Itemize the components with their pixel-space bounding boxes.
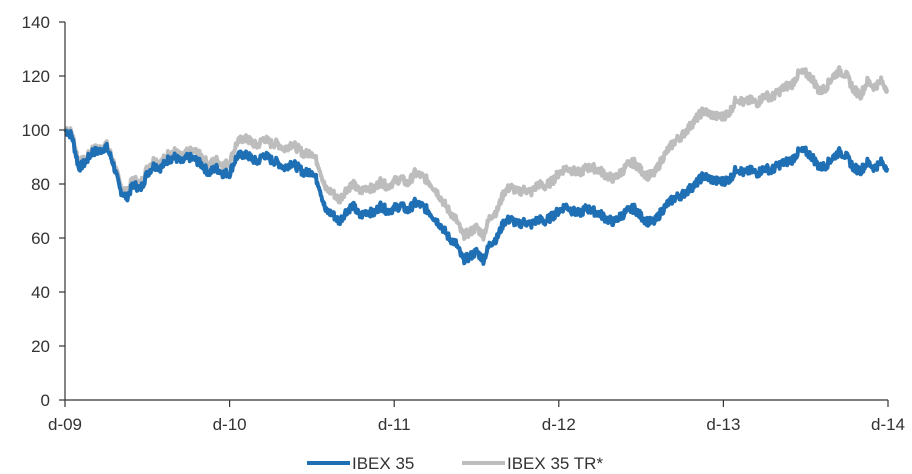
x-tick-label: d-09 [48, 415, 82, 434]
x-tick-label: d-13 [706, 415, 740, 434]
y-tick-label: 100 [22, 121, 50, 140]
x-tick-label: d-10 [213, 415, 247, 434]
y-tick-label: 140 [22, 13, 50, 32]
plot-area [63, 65, 890, 266]
legend: IBEX 35 IBEX 35 TR* [307, 454, 603, 473]
y-tick-label: 80 [31, 175, 50, 194]
y-tick-label: 0 [41, 391, 50, 410]
series-line-ibex-35-tr [63, 65, 890, 242]
y-tick-label: 120 [22, 67, 50, 86]
y-axis-ticks: 0 20 40 60 80 100 120 140 [22, 13, 65, 410]
x-tick-label: d-11 [378, 415, 411, 434]
legend-label-ibex-35: IBEX 35 [352, 454, 414, 473]
y-tick-label: 20 [31, 337, 50, 356]
x-axis-ticks: d-09 d-10 d-11 d-12 d-13 d-14 [48, 400, 905, 434]
x-tick-label: d-12 [542, 415, 576, 434]
y-tick-label: 60 [31, 229, 50, 248]
x-tick-label: d-14 [871, 415, 905, 434]
legend-label-ibex-35-tr: IBEX 35 TR* [507, 454, 603, 473]
y-tick-label: 40 [31, 283, 50, 302]
series-line-ibex-35 [63, 128, 890, 266]
